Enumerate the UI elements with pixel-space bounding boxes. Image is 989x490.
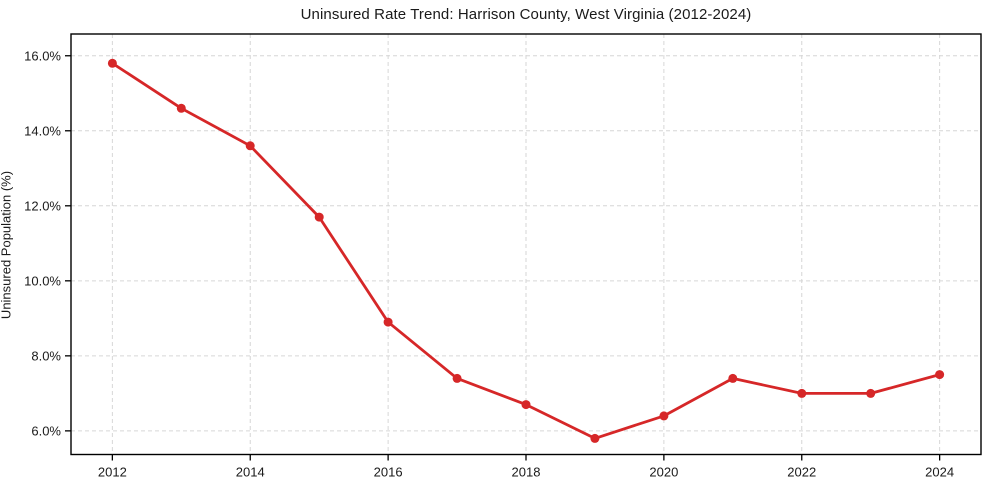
data-point-marker bbox=[728, 373, 738, 383]
y-axis-label-text: Uninsured Population (%) bbox=[0, 170, 14, 320]
x-tick-label: 2012 bbox=[98, 465, 127, 480]
y-tick-label: 10.0% bbox=[24, 273, 61, 288]
data-point-marker bbox=[935, 370, 945, 380]
plot-border bbox=[70, 33, 982, 456]
y-tick-label: 12.0% bbox=[24, 198, 61, 213]
x-tick-label: 2014 bbox=[236, 465, 265, 480]
x-tick-label: 2018 bbox=[512, 465, 541, 480]
data-point-marker bbox=[314, 212, 324, 222]
chart-title: Uninsured Rate Trend: Harrison County, W… bbox=[300, 6, 752, 23]
data-point-marker bbox=[797, 388, 807, 398]
data-point-marker bbox=[176, 103, 186, 113]
data-point-marker bbox=[590, 433, 600, 443]
data-point-marker bbox=[866, 388, 876, 398]
y-tick-label: 14.0% bbox=[24, 123, 61, 138]
x-tick-label: 2020 bbox=[649, 465, 678, 480]
y-tick-label: 8.0% bbox=[31, 348, 61, 363]
data-point-marker bbox=[452, 373, 462, 383]
data-point-marker bbox=[107, 58, 117, 68]
data-point-marker bbox=[383, 317, 393, 327]
x-tick-label: 2016 bbox=[374, 465, 403, 480]
y-tick-label: 16.0% bbox=[24, 48, 61, 63]
data-point-marker bbox=[521, 400, 531, 410]
x-tick-label: 2024 bbox=[925, 465, 954, 480]
y-tick-label: 6.0% bbox=[31, 423, 61, 438]
data-point-marker bbox=[659, 411, 669, 421]
data-point-marker bbox=[245, 141, 255, 151]
x-tick-label: 2022 bbox=[787, 465, 816, 480]
